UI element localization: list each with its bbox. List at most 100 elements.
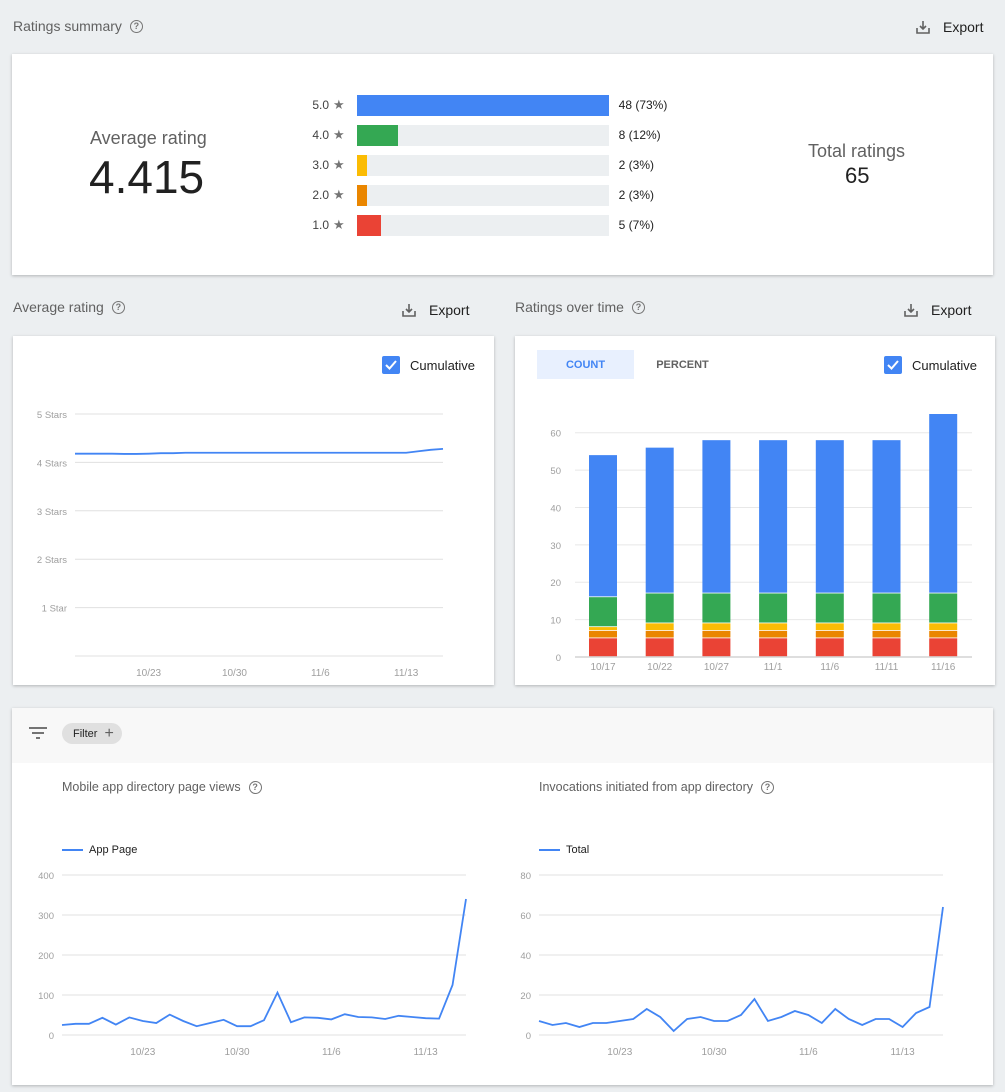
y-tick-label: 60 [550,429,561,440]
x-tick-label: 10/22 [647,662,672,673]
x-tick-label: 11/6 [311,668,330,679]
x-tick-label: 10/17 [590,662,615,673]
bar-segment [929,593,958,623]
average-rating-card: Cumulative 1 Star 2 Stars 3 Stars 4 Stars 5 … [13,336,494,685]
y-tick-label: 0 [526,1031,531,1042]
y-tick-label: 0 [556,653,561,664]
star-icon: ★ [333,157,345,172]
rating-bar-fill [356,94,609,116]
y-tick-label: 300 [38,911,54,922]
export-label: Export [429,302,470,318]
bar-segment [872,638,901,657]
bar-segment [589,630,617,638]
total-ratings-value: 65 [845,163,870,188]
ratings-summary-card: Average rating 4.415 5.0 ★ 48 (73%) 4.0 ★ 8 (… [12,54,993,275]
title-text: Average rating [13,299,104,315]
bar-segment [759,593,788,623]
rating-bar-track [356,94,609,116]
filter-bar: Filter + [12,708,993,763]
bar-segment [589,455,617,597]
rating-row: 2.0 ★ 2 (3%) [288,184,654,206]
bar-segment [929,623,958,631]
rating-bar-fill [356,184,367,206]
x-tick-label: 11/13 [890,1047,915,1058]
bar-segment [589,627,617,631]
y-tick-label: 4 Stars [37,458,67,469]
x-tick-label: 11/6 [799,1047,818,1058]
bar-segment [929,414,958,593]
tab-count[interactable]: COUNT [537,350,634,379]
ratings-over-time-card: COUNT PERCENT Cumulative 0 10 20 30 40 50 60 10… [515,336,995,685]
data-line [538,906,944,1033]
bar-segment [589,638,617,657]
rating-count: 48 (73%) [618,98,668,112]
legend-total: Total [539,844,589,856]
bar-segment [815,630,844,638]
cumulative-label: Cumulative [912,357,978,373]
view-tabs: COUNT PERCENT [537,350,731,379]
bar-segment [702,630,731,638]
star-icon: ★ [333,187,345,202]
x-tick-label: 10/23 [130,1047,155,1058]
bar-segment [759,638,788,657]
y-tick-label: 200 [38,951,54,962]
rating-count: 8 (12%) [618,128,661,142]
help-icon[interactable]: ? [631,300,645,314]
filter-label: Filter [73,727,98,740]
x-tick-label: 11/13 [394,668,419,679]
star-icon: ★ [333,217,345,232]
legend-swatch [539,849,560,851]
rating-bar-track [356,154,609,176]
cumulative-checkbox[interactable]: Cumulative [382,356,475,374]
star-label: 4.0 [312,128,329,142]
filter-icon[interactable] [29,726,47,740]
bar-segment [759,623,788,631]
bar-segment [645,630,674,638]
export-button-average[interactable]: Export [401,302,469,318]
x-tick-label: 11/6 [820,662,839,673]
ratings-over-time-chart: 0 10 20 30 40 50 60 10/17 10/22 10/27 11/1 11/6 11/1… [550,414,972,673]
help-icon[interactable]: ? [248,780,262,794]
bar-segment [702,638,731,657]
rating-row: 4.0 ★ 8 (12%) [288,124,661,146]
average-rating-value: 4.415 [89,151,205,203]
export-button-summary[interactable]: Export [915,19,983,35]
star-icon: ★ [333,127,345,142]
x-tick-label: 11/16 [931,662,956,673]
bar-segment [872,630,901,638]
data-line [75,447,444,455]
tab-percent[interactable]: PERCENT [656,358,709,371]
cumulative-label: Cumulative [410,357,476,373]
download-icon [916,21,930,34]
bar-segment [702,440,731,593]
title-text: Mobile app directory page views [62,780,241,794]
bar-segment [815,593,844,623]
star-icon: ★ [333,97,345,112]
cumulative-checkbox[interactable]: Cumulative [884,356,977,374]
rating-bar-fill [356,154,367,176]
data-line [61,898,467,1028]
y-tick-label: 40 [550,503,561,514]
rating-bar-track [356,184,609,206]
title-text: Invocations initiated from app directory [539,780,753,794]
export-button-time[interactable]: Export [903,302,971,318]
rating-bar-fill [356,124,399,146]
average-rating-label: Average rating [90,128,207,148]
help-icon[interactable]: ? [129,19,143,33]
bar-segment [872,440,901,593]
filter-chip[interactable]: Filter + [62,723,122,744]
help-icon[interactable]: ? [761,780,774,794]
legend-swatch [62,849,83,851]
rating-count: 5 (7%) [618,218,654,232]
x-tick-label: 11/11 [875,662,899,673]
x-tick-label: 11/13 [413,1047,438,1058]
bar-segment [645,638,674,657]
x-tick-label: 11/1 [764,662,783,673]
help-icon[interactable]: ? [111,300,125,314]
y-tick-label: 100 [38,991,54,1002]
check-icon [382,356,400,374]
bar-segment [589,597,617,627]
y-tick-label: 20 [550,578,561,589]
bar-segment [759,440,788,593]
bar-segment [759,630,788,638]
